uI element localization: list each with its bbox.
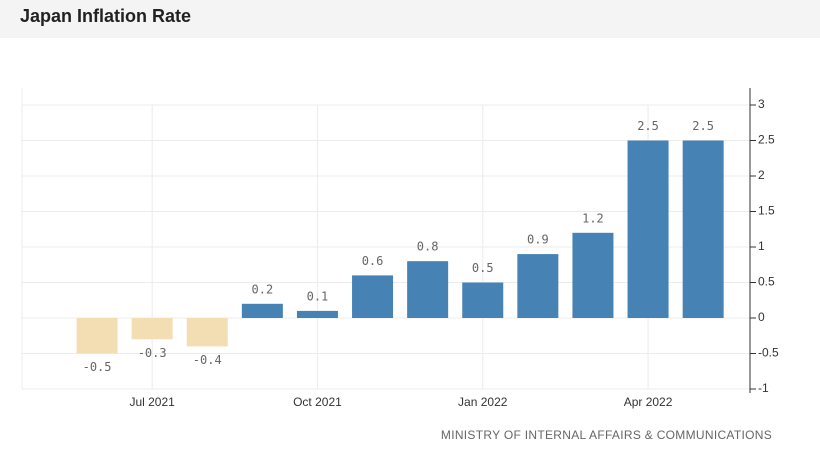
bar	[241, 303, 283, 318]
value-label: 2.5	[637, 119, 659, 133]
value-label: 1.2	[582, 211, 604, 225]
header-bar	[0, 0, 820, 38]
bar	[407, 261, 449, 318]
bar	[572, 232, 614, 318]
value-label: -0.5	[83, 360, 112, 374]
bar	[462, 282, 504, 318]
bar	[296, 310, 338, 318]
y-tick-label: -0.5	[758, 346, 779, 360]
value-label: 0.6	[362, 254, 384, 268]
bar	[76, 318, 118, 354]
value-label: 0.9	[527, 233, 549, 247]
y-tick-label: 2	[758, 168, 765, 182]
y-tick-label: 3	[758, 97, 765, 111]
source: MINISTRY OF INTERNAL AFFAIRS & COMMUNICA…	[441, 428, 772, 442]
y-tick-label: 1	[758, 239, 765, 253]
value-label: -0.4	[193, 353, 222, 367]
chart-title: Japan Inflation Rate	[20, 6, 191, 26]
value-label: 0.2	[252, 282, 274, 296]
bar	[517, 254, 559, 318]
y-tick-label: 0.5	[758, 275, 775, 289]
bar	[131, 318, 173, 340]
y-tick-label: -1	[758, 381, 769, 395]
value-label: 0.1	[307, 289, 329, 303]
x-tick-label: Apr 2022	[624, 395, 673, 409]
value-label: 0.5	[472, 261, 494, 275]
bar	[627, 140, 669, 318]
value-label: 0.8	[417, 240, 439, 254]
bar	[352, 275, 394, 318]
value-label: 2.5	[692, 119, 714, 133]
x-tick-label: Jul 2021	[129, 395, 175, 409]
y-tick-label: 0	[758, 310, 765, 324]
bar	[186, 318, 228, 347]
value-label: -0.3	[138, 346, 167, 360]
y-tick-label: 2.5	[758, 133, 775, 147]
x-tick-label: Jan 2022	[458, 395, 508, 409]
bar	[682, 140, 724, 318]
y-tick-label: 1.5	[758, 204, 775, 218]
x-tick-label: Oct 2021	[293, 395, 342, 409]
